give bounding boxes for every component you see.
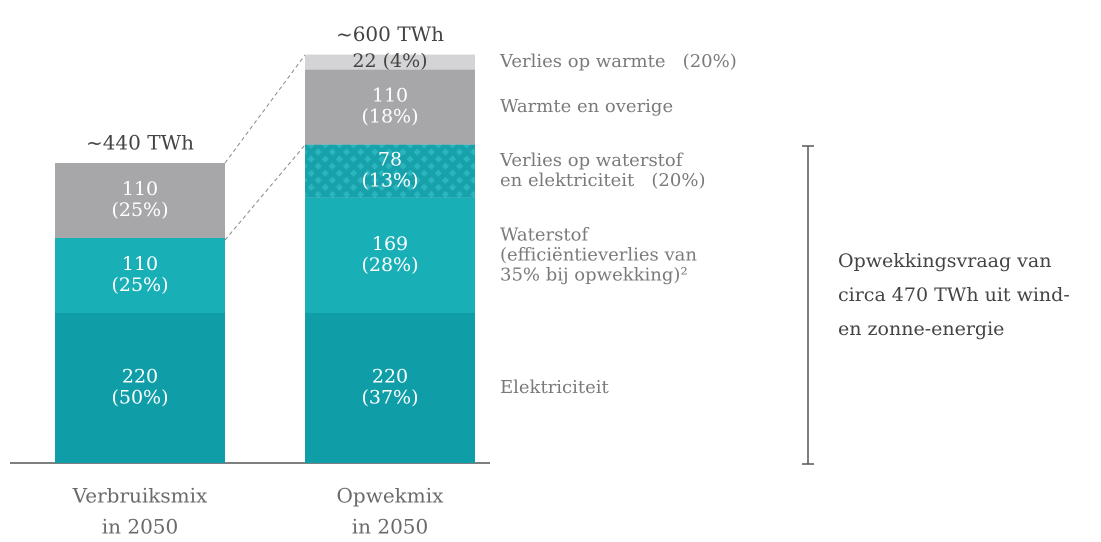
total-label: ~440 TWh [86, 131, 194, 155]
value-label: (37%) [361, 387, 418, 409]
connector [224, 54, 306, 164]
bar-segment [55, 238, 225, 313]
bar-segment [305, 54, 475, 70]
value-label: (28%) [361, 254, 418, 276]
value-label: (25%) [111, 274, 168, 296]
value-label: (13%) [361, 170, 418, 192]
x-tick-label: Opwekmix [337, 484, 445, 508]
value-label: 110 [122, 253, 158, 275]
connector [224, 144, 306, 241]
value-label: 220 [372, 366, 408, 388]
value-label: (50%) [111, 387, 168, 409]
value-label: (18%) [361, 106, 418, 128]
bar-segment [305, 313, 475, 463]
bar-segment [305, 69, 475, 145]
legend-label: Waterstof [500, 224, 589, 245]
value-label: 169 [372, 233, 408, 255]
legend-label: (efficiëntieverlies van [500, 244, 697, 265]
annotation: circa 470 TWh uit wind- [838, 284, 1070, 306]
value-label: 22 (4%) [352, 50, 427, 72]
total-label: ~600 TWh [336, 22, 444, 46]
legend-label: 35% bij opwekking)² [500, 264, 688, 285]
value-label: 110 [122, 178, 158, 200]
bar-segment [305, 144, 475, 198]
x-tick-label: in 2050 [102, 515, 179, 539]
bar-segment [55, 163, 225, 238]
annotation: Opwekkingsvraag van [838, 250, 1051, 272]
legend-label: Verlies op waterstof [499, 150, 684, 171]
legend-label: Elektriciteit [500, 377, 610, 398]
annotation: en zonne-energie [838, 318, 1004, 340]
x-tick-label: in 2050 [352, 515, 429, 539]
bar-segment [305, 197, 475, 313]
legend-label: Warmte en overige [500, 96, 673, 117]
value-label: (25%) [111, 199, 168, 221]
value-label: 220 [122, 366, 158, 388]
value-label: 78 [378, 149, 402, 171]
value-label: 110 [372, 85, 408, 107]
x-tick-label: Verbruiksmix [72, 484, 208, 508]
legend-label: Verlies op warmte (20%) [499, 51, 737, 72]
bar-segment [55, 313, 225, 463]
legend-label: en elektriciteit (20%) [500, 170, 705, 191]
bracket [802, 145, 814, 465]
